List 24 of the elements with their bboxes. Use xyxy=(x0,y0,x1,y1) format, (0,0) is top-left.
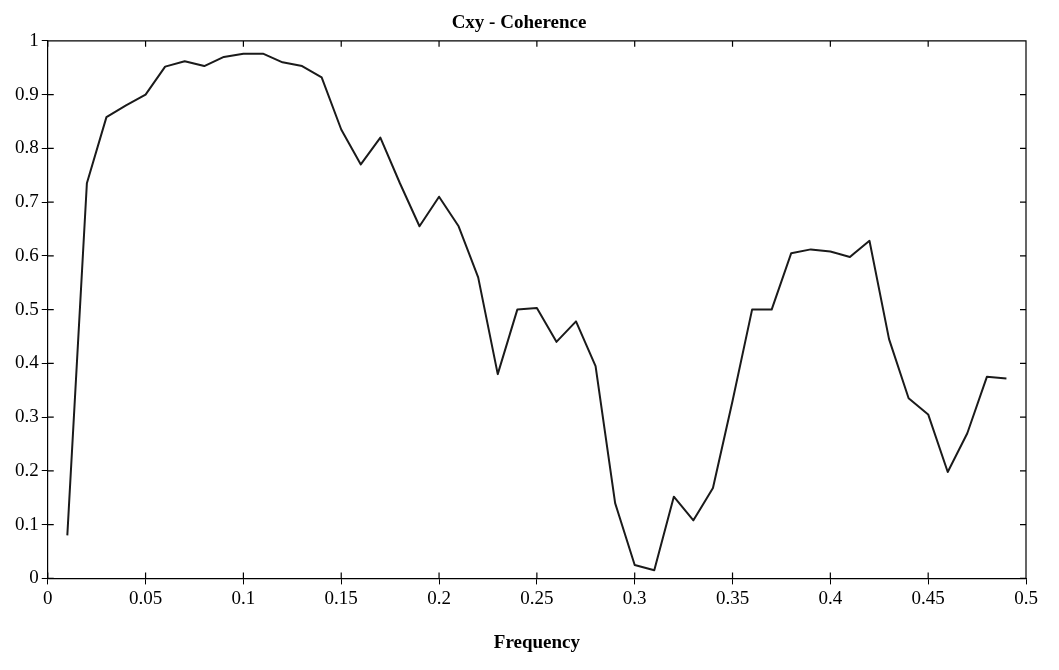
y-tick-label: 0.4 xyxy=(15,351,40,373)
y-tick-label: 0.3 xyxy=(15,405,39,427)
x-tick-label: 0.05 xyxy=(128,586,163,608)
y-tick-label: 0.9 xyxy=(15,82,39,104)
x-tick-label: 0 xyxy=(43,586,53,608)
x-tick-label: 0.35 xyxy=(715,586,750,608)
x-tick-label: 0.5 xyxy=(1014,586,1038,608)
chart-title: Cxy - Coherence xyxy=(451,11,587,33)
y-tick-label: 0.5 xyxy=(15,297,39,319)
x-tick-label: 0.15 xyxy=(324,586,358,608)
y-tick-label: 0.8 xyxy=(15,136,39,158)
x-axis-title: Frequency xyxy=(493,630,581,652)
y-tick-label: 0 xyxy=(29,566,39,588)
x-tick-label: 0.25 xyxy=(520,586,554,608)
x-tick-label: 0.45 xyxy=(911,586,945,608)
x-tick-label: 0.3 xyxy=(622,586,647,608)
y-tick-label: 0.2 xyxy=(15,458,39,480)
x-tick-label: 0.2 xyxy=(427,586,451,608)
y-tick-label: 0.6 xyxy=(15,243,39,265)
x-tick-label: 0.4 xyxy=(818,586,843,608)
y-tick-label: 0.1 xyxy=(15,512,39,534)
y-tick-label: 0.7 xyxy=(15,190,39,212)
y-tick-label: 1 xyxy=(29,28,39,50)
x-tick-label: 0.1 xyxy=(231,586,256,608)
